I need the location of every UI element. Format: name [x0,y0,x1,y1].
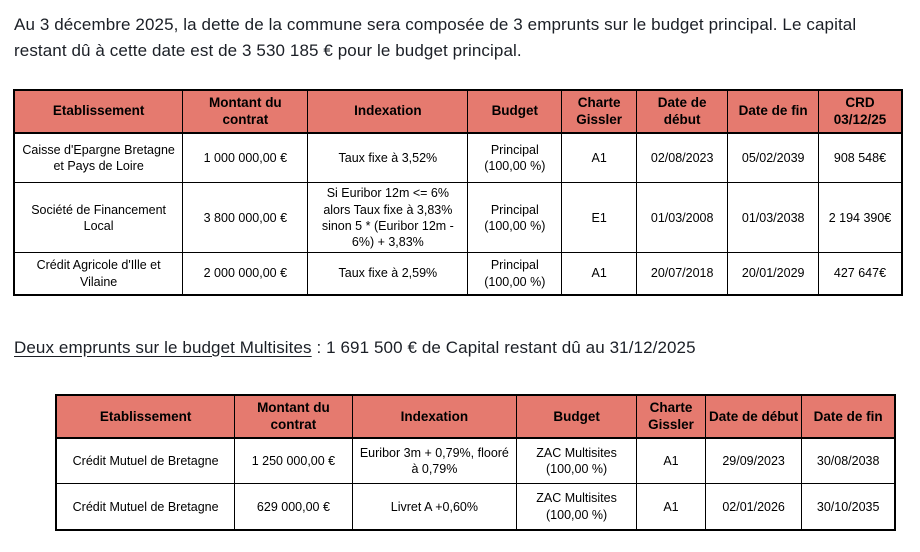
table-cell: 01/03/2008 [635,182,729,254]
table-cell: E1 [561,182,637,254]
table-row: Crédit Mutuel de Bretagne 629 000,00 € L… [55,483,896,531]
multisites-note-rest: : 1 691 500 € de Capital restant dû au 3… [311,337,696,357]
table-cell: A1 [636,483,706,531]
table-cell: 1 250 000,00 € [234,437,353,485]
table-cell: 30/08/2038 [801,437,896,485]
table-cell: Caisse d'Epargne Bretagne et Pays de Loi… [13,132,184,184]
table-cell: Crédit Agricole d'Ille et Vilaine [13,252,184,296]
column-header-montant: Montant du contrat [234,394,353,439]
column-header-date-fin: Date de fin [801,394,896,439]
column-header-etablissement: Etablissement [55,394,236,439]
table-cell: 20/01/2029 [727,252,819,296]
table-cell: 427 647€ [817,252,903,296]
column-header-budget: Budget [516,394,638,439]
table-cell: Taux fixe à 3,52% [307,132,469,184]
table-cell: Taux fixe à 2,59% [307,252,469,296]
intro-paragraph: Au 3 décembre 2025, la dette de la commu… [14,15,857,61]
multisites-note-underlined: Deux emprunts sur le budget Multisites [14,337,312,357]
table-cell: 3 800 000,00 € [182,182,309,254]
table-cell: 2 194 390€ [817,182,903,254]
column-header-charte-gissler: Charte Gissler [561,89,637,134]
table-cell: ZAC Multisites (100,00 %) [516,483,638,531]
table-cell: 02/08/2023 [635,132,729,184]
column-header-date-fin: Date de fin [727,89,819,134]
column-header-charte-gissler: Charte Gissler [636,394,706,439]
table-row: Crédit Mutuel de Bretagne 1 250 000,00 €… [55,437,896,485]
table-cell: 05/02/2039 [727,132,819,184]
table-cell: 908 548€ [817,132,903,184]
table-cell: 29/09/2023 [704,437,803,485]
table-cell: A1 [636,437,706,485]
table-cell: Euribor 3m + 0,79%, flooré à 0,79% [351,437,518,485]
column-header-etablissement: Etablissement [13,89,184,134]
table-cell: Livret A +0,60% [351,483,518,531]
multisites-note: Deux emprunts sur le budget Multisites :… [14,338,920,358]
column-header-indexation: Indexation [307,89,469,134]
table-header-row: Etablissement Montant du contrat Indexat… [55,394,896,439]
table-cell: Crédit Mutuel de Bretagne [55,437,236,485]
table-cell: 2 000 000,00 € [182,252,309,296]
table-cell: ZAC Multisites (100,00 %) [516,437,638,485]
table-cell: Principal (100,00 %) [467,182,563,254]
table-cell: 1 000 000,00 € [182,132,309,184]
column-header-date-debut: Date de début [635,89,729,134]
table-cell: 01/03/2038 [727,182,819,254]
column-header-crd: CRD 03/12/25 [817,89,903,134]
table-cell: 629 000,00 € [234,483,353,531]
table-cell: Principal (100,00 %) [467,252,563,296]
table-cell: Principal (100,00 %) [467,132,563,184]
column-header-montant: Montant du contrat [182,89,309,134]
table-cell: Crédit Mutuel de Bretagne [55,483,236,531]
table-cell: 30/10/2035 [801,483,896,531]
table-cell: A1 [561,252,637,296]
table-header-row: Etablissement Montant du contrat Indexat… [13,89,903,134]
table-row: Caisse d'Epargne Bretagne et Pays de Loi… [13,132,903,184]
column-header-date-debut: Date de début [704,394,803,439]
debt-table-principal: Etablissement Montant du contrat Indexat… [13,88,903,296]
table-cell: Si Euribor 12m <= 6% alors Taux fixe à 3… [307,182,469,254]
column-header-budget: Budget [467,89,563,134]
table-cell: Société de Financement Local [13,182,184,254]
table-cell: 20/07/2018 [635,252,729,296]
column-header-indexation: Indexation [351,394,518,439]
table-cell: A1 [561,132,637,184]
debt-table-multisites: Etablissement Montant du contrat Indexat… [55,393,896,531]
table-row: Société de Financement Local 3 800 000,0… [13,182,903,254]
table-cell: 02/01/2026 [704,483,803,531]
table-row: Crédit Agricole d'Ille et Vilaine 2 000 … [13,252,903,296]
